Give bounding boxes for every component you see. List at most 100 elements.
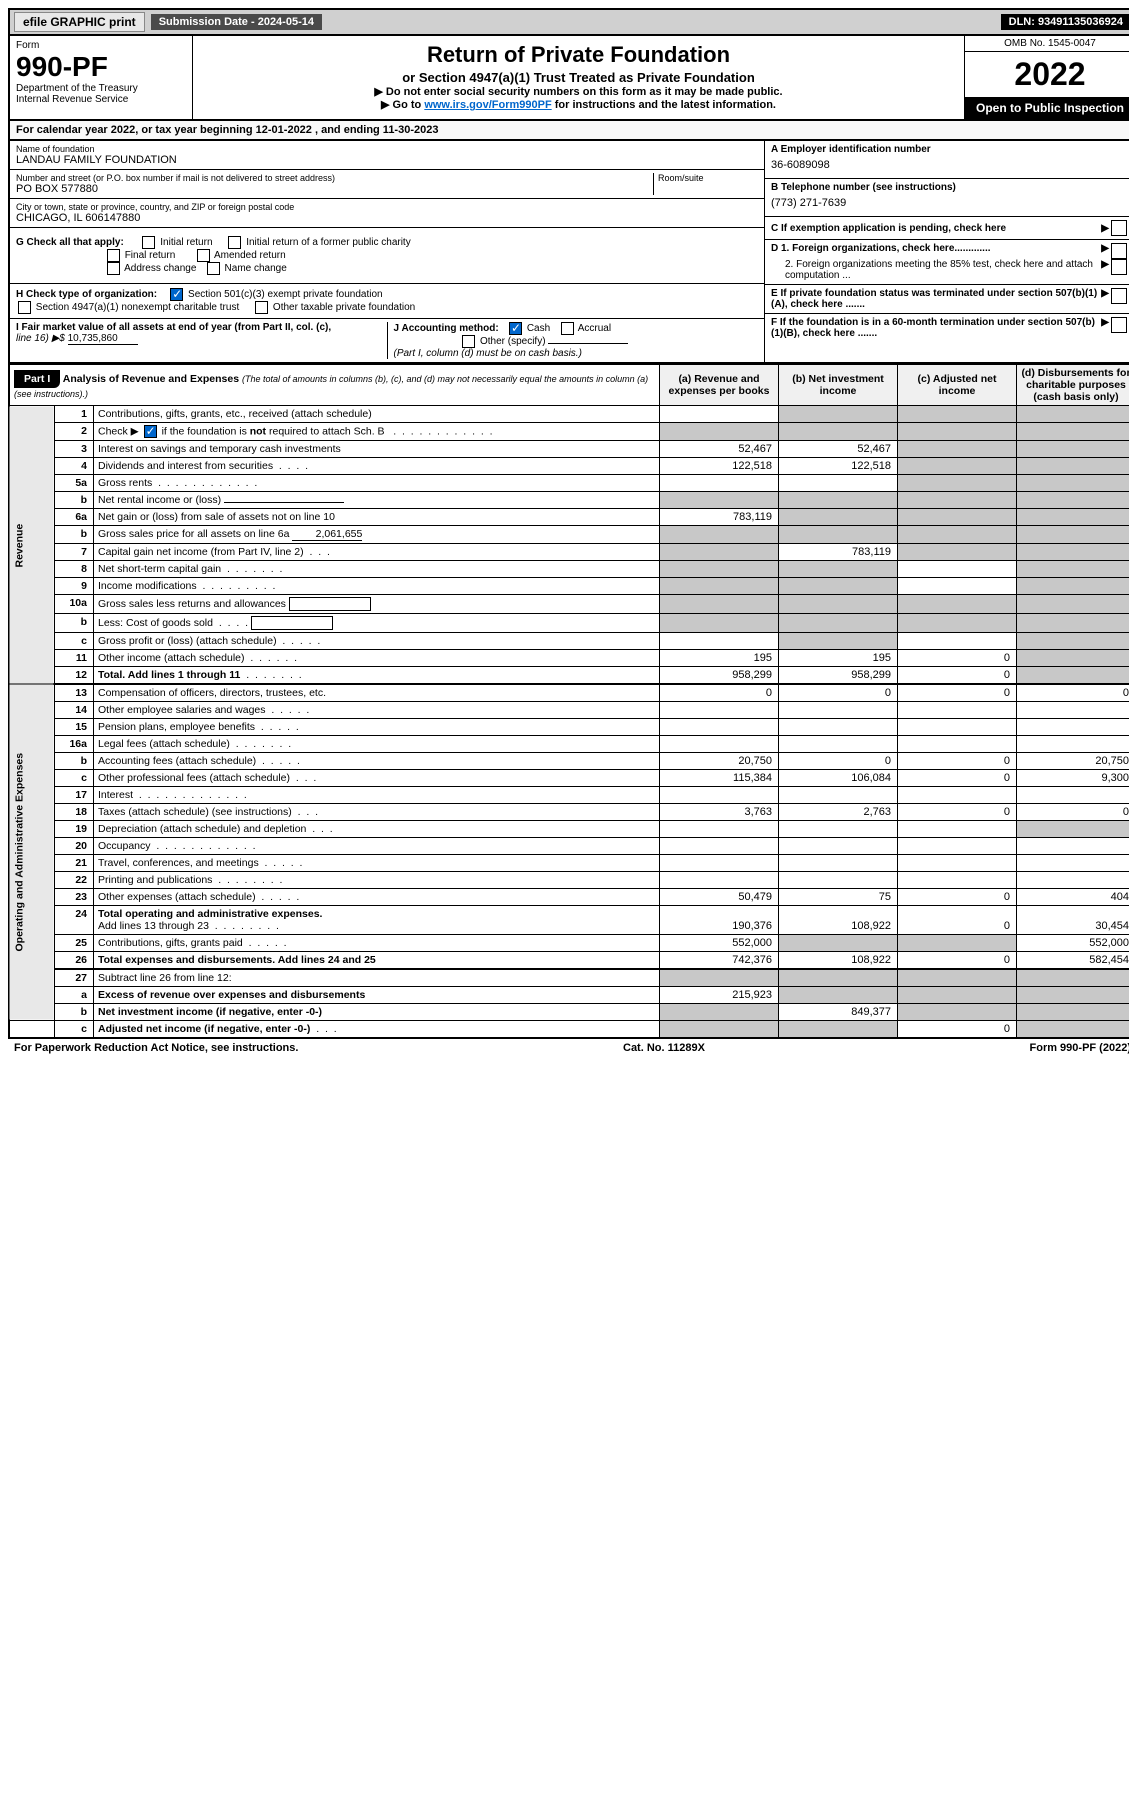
checkbox-address-change[interactable] [107,262,120,275]
row-18: 18Taxes (attach schedule) (see instructi… [9,804,1129,821]
form-subtitle: or Section 4947(a)(1) Trust Treated as P… [197,70,960,85]
checkbox-sch-b[interactable] [144,425,157,438]
form990pf-link[interactable]: www.irs.gov/Form990PF [424,99,551,111]
calendar-year-line: For calendar year 2022, or tax year begi… [8,121,1129,141]
row-6b: bGross sales price for all assets on lin… [9,526,1129,544]
irs-label: Internal Revenue Service [16,94,186,105]
checkbox-amended-return[interactable] [197,249,210,262]
phone-cell: B Telephone number (see instructions) (7… [765,179,1129,217]
form-year-block: OMB No. 1545-0047 2022 Open to Public In… [964,36,1129,119]
col-d-header: (d) Disbursements for charitable purpose… [1017,365,1129,406]
section-i-j: I Fair market value of all assets at end… [10,319,764,362]
row-16b: bAccounting fees (attach schedule) . . .… [9,753,1129,770]
paperwork-notice: For Paperwork Reduction Act Notice, see … [14,1042,298,1054]
checkbox-exemption-pending[interactable] [1111,220,1127,236]
section-h: H Check type of organization: Section 50… [10,284,764,319]
form-title-block: Return of Private Foundation or Section … [193,36,964,119]
part1-header: Part I [14,370,60,388]
row-1: Revenue 1Contributions, gifts, grants, e… [9,406,1129,423]
checkbox-initial-return[interactable] [142,236,155,249]
section-g: G Check all that apply: Initial return I… [10,228,764,284]
address-line: PO BOX 577880 [16,183,653,195]
section-c: C If exemption application is pending, c… [765,217,1129,240]
row-23: 23Other expenses (attach schedule) . . .… [9,889,1129,906]
section-f: F If the foundation is in a 60-month ter… [765,314,1129,342]
section-e: E If private foundation status was termi… [765,285,1129,314]
checkbox-final-return[interactable] [107,249,120,262]
row-14: 14Other employee salaries and wages . . … [9,702,1129,719]
row-4: 4Dividends and interest from securities … [9,458,1129,475]
row-5b: bNet rental income or (loss) [9,492,1129,509]
open-to-public: Open to Public Inspection [965,97,1129,119]
row-24: 24Total operating and administrative exp… [9,906,1129,935]
dept-label: Department of the Treasury [16,83,186,94]
address-cell: Number and street (or P.O. box number if… [10,170,764,199]
revenue-vlabel: Revenue [9,406,55,685]
foundation-name-cell: Name of foundation LANDAU FAMILY FOUNDAT… [10,141,764,170]
tax-year: 2022 [965,52,1129,97]
row-21: 21Travel, conferences, and meetings . . … [9,855,1129,872]
ein-value: 36-6089098 [771,155,1129,175]
col-a-header: (a) Revenue and expenses per books [660,365,779,406]
dln-label: DLN: 93491135036924 [1001,14,1129,30]
entity-info-block: Name of foundation LANDAU FAMILY FOUNDAT… [8,141,1129,364]
checkbox-status-terminated[interactable] [1111,288,1127,304]
efile-print-button[interactable]: efile GRAPHIC print [14,12,145,32]
row-12: 12Total. Add lines 1 through 11 . . . . … [9,667,1129,685]
row-16c: cOther professional fees (attach schedul… [9,770,1129,787]
form-word: Form [16,40,186,51]
cat-no: Cat. No. 11289X [623,1042,705,1054]
section-d: D 1. Foreign organizations, check here..… [765,240,1129,285]
ssn-warning: ▶ Do not enter social security numbers o… [197,85,960,98]
row-26: 26Total expenses and disbursements. Add … [9,952,1129,970]
checkbox-other-method[interactable] [462,335,475,348]
row-15: 15Pension plans, employee benefits . . .… [9,719,1129,736]
row-9: 9Income modifications . . . . . . . . . [9,578,1129,595]
row-8: 8Net short-term capital gain . . . . . .… [9,561,1129,578]
footer: For Paperwork Reduction Act Notice, see … [8,1039,1129,1057]
phone-value: (773) 271-7639 [771,193,1129,213]
checkbox-initial-former[interactable] [228,236,241,249]
checkbox-4947[interactable] [18,301,31,314]
row-20: 20Occupancy . . . . . . . . . . . . [9,838,1129,855]
col-c-header: (c) Adjusted net income [898,365,1017,406]
ein-cell: A Employer identification number 36-6089… [765,141,1129,179]
submission-date-label: Submission Date - 2024-05-14 [151,14,322,30]
form-title: Return of Private Foundation [197,42,960,68]
col-b-header: (b) Net investment income [779,365,898,406]
top-bar: efile GRAPHIC print Submission Date - 20… [8,8,1129,36]
form-footer-id: Form 990-PF (2022) [1030,1042,1129,1054]
goto-note: ▶ Go to www.irs.gov/Form990PF for instru… [197,98,960,111]
row-22: 22Printing and publications . . . . . . … [9,872,1129,889]
row-5a: 5aGross rents . . . . . . . . . . . . [9,475,1129,492]
part1-table: Part I Analysis of Revenue and Expenses … [8,364,1129,1039]
row-10a: 10aGross sales less returns and allowanc… [9,595,1129,614]
checkbox-foreign-org[interactable] [1111,243,1127,259]
city-state-zip: CHICAGO, IL 606147880 [16,212,758,224]
checkbox-85pct-test[interactable] [1111,259,1127,275]
row-11: 11Other income (attach schedule) . . . .… [9,650,1129,667]
form-header: Form 990-PF Department of the Treasury I… [8,36,1129,121]
form-number: 990-PF [16,51,186,83]
expenses-vlabel: Operating and Administrative Expenses [9,684,55,1021]
row-3: 3Interest on savings and temporary cash … [9,441,1129,458]
row-10c: cGross profit or (loss) (attach schedule… [9,633,1129,650]
row-27c: cAdjusted net income (if negative, enter… [9,1021,1129,1039]
checkbox-name-change[interactable] [207,262,220,275]
row-27b: bNet investment income (if negative, ent… [9,1004,1129,1021]
city-cell: City or town, state or province, country… [10,199,764,228]
row-10b: bLess: Cost of goods sold . . . . [9,614,1129,633]
checkbox-60mo-termination[interactable] [1111,317,1127,333]
omb-number: OMB No. 1545-0047 [965,36,1129,52]
row-17: 17Interest . . . . . . . . . . . . . [9,787,1129,804]
row-13: Operating and Administrative Expenses 13… [9,684,1129,702]
row-27: 27Subtract line 26 from line 12: [9,969,1129,987]
checkbox-other-taxable[interactable] [255,301,268,314]
checkbox-501c3[interactable] [170,288,183,301]
checkbox-accrual[interactable] [561,322,574,335]
checkbox-cash[interactable] [509,322,522,335]
row-19: 19Depreciation (attach schedule) and dep… [9,821,1129,838]
row-16a: 16aLegal fees (attach schedule) . . . . … [9,736,1129,753]
row-25: 25Contributions, gifts, grants paid . . … [9,935,1129,952]
form-id-block: Form 990-PF Department of the Treasury I… [10,36,193,119]
